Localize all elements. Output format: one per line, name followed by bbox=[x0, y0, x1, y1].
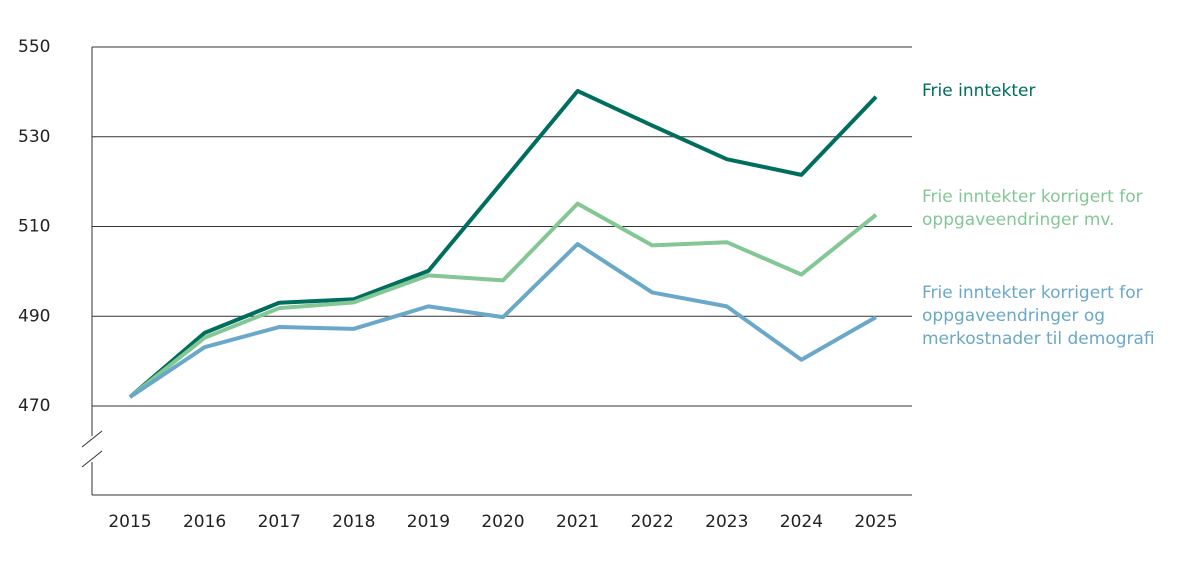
series-line bbox=[128, 88, 878, 399]
y-tick-label: 550 bbox=[18, 37, 50, 57]
axis-break-gap bbox=[84, 436, 100, 462]
x-tick-label: 2022 bbox=[631, 512, 674, 532]
y-tick-label: 490 bbox=[18, 306, 50, 326]
legend-entry: Frie inntekter korrigert for oppgaveendr… bbox=[922, 187, 1143, 230]
series-line bbox=[128, 242, 877, 399]
x-tick-label: 2021 bbox=[556, 512, 599, 532]
series-line bbox=[128, 201, 878, 399]
y-tick-label: 470 bbox=[18, 396, 50, 416]
x-tick-label: 2023 bbox=[705, 512, 748, 532]
x-tick-label: 2018 bbox=[332, 512, 375, 532]
x-tick-label: 2017 bbox=[258, 512, 301, 532]
x-tick-label: 2019 bbox=[407, 512, 450, 532]
x-tick-label: 2025 bbox=[854, 512, 897, 532]
axis-break bbox=[81, 450, 103, 468]
legend-entry: Frie inntekter bbox=[922, 81, 1036, 101]
x-tick-label: 2020 bbox=[481, 512, 524, 532]
y-tick-label: 530 bbox=[18, 127, 50, 147]
axis-break bbox=[81, 430, 103, 448]
x-tick-label: 2016 bbox=[183, 512, 226, 532]
legend-entry: Frie inntekter korrigert for oppgaveendr… bbox=[922, 283, 1155, 349]
x-tick-label: 2024 bbox=[780, 512, 823, 532]
y-tick-label: 510 bbox=[18, 217, 50, 237]
x-tick-label: 2015 bbox=[108, 512, 151, 532]
